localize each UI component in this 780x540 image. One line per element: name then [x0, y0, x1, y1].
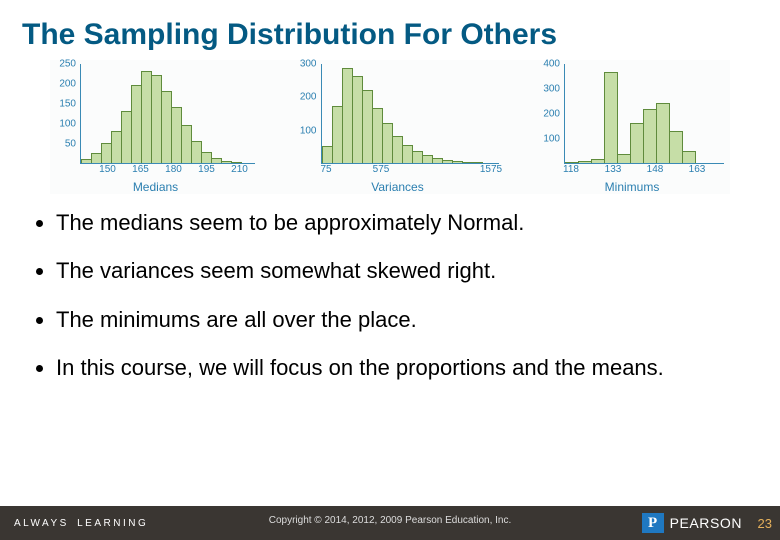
bullet-item: The minimums are all over the place.	[56, 307, 744, 333]
pearson-brand: PEARSON	[670, 515, 742, 531]
bar	[617, 154, 631, 163]
bar	[656, 103, 670, 163]
bar	[669, 131, 683, 164]
copyright-text: Copyright © 2014, 2012, 2009 Pearson Edu…	[269, 515, 512, 526]
bullet-item: The medians seem to be approximately Nor…	[56, 210, 744, 236]
bar	[231, 162, 242, 163]
bullet-list: The medians seem to be approximately Nor…	[0, 194, 780, 382]
bar	[630, 123, 644, 163]
chart-label: Minimums	[605, 180, 660, 194]
bar	[591, 159, 605, 163]
chart-variances: 100200300755751575Variances	[297, 64, 499, 194]
bar	[472, 162, 483, 163]
pearson-p-icon: P	[642, 513, 664, 533]
bullet-item: In this course, we will focus on the pro…	[56, 355, 744, 381]
page-title: The Sampling Distribution For Others	[0, 0, 780, 60]
bar	[682, 151, 696, 164]
chart-minimums: 100200300400118133148163Minimums	[540, 64, 724, 194]
bar	[578, 161, 592, 164]
bullet-item: The variances seem somewhat skewed right…	[56, 258, 744, 284]
always-learning: ALWAYS LEARNING	[0, 518, 148, 529]
charts-row: 50100150200250150165180195210Medians 1002…	[50, 60, 730, 194]
bar	[643, 109, 657, 163]
chart-label: Variances	[371, 180, 423, 194]
page-number: 23	[758, 516, 772, 531]
pearson-logo: P PEARSON	[642, 513, 742, 533]
chart-medians: 50100150200250150165180195210Medians	[56, 64, 255, 194]
bar	[604, 72, 618, 163]
bar	[565, 162, 579, 163]
footer-bar: ALWAYS LEARNING Copyright © 2014, 2012, …	[0, 506, 780, 540]
chart-label: Medians	[133, 180, 178, 194]
